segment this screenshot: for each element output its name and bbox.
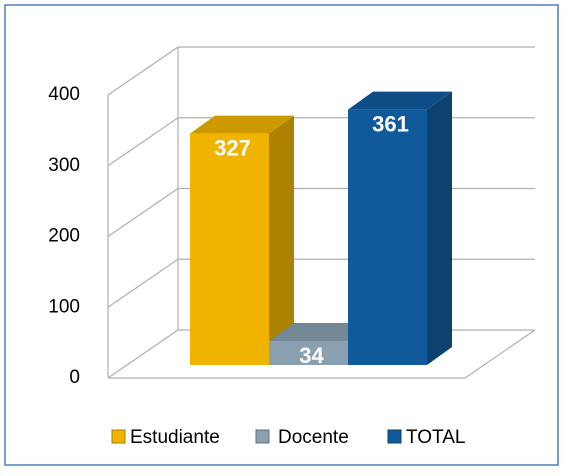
y-tick-label: 200 — [48, 226, 80, 247]
bar-front — [269, 340, 348, 365]
bar-side — [427, 91, 452, 365]
floor — [108, 329, 536, 379]
y-tick-label: 300 — [48, 155, 80, 176]
legend-swatch — [387, 429, 402, 444]
bar — [348, 91, 452, 365]
legend-label: Docente — [278, 427, 349, 448]
bar-top — [190, 115, 294, 134]
bar-side — [269, 115, 294, 366]
grid-line — [107, 46, 535, 96]
data-label: 34 — [299, 343, 324, 368]
bar-front — [190, 133, 269, 365]
y-tick-label: 0 — [69, 367, 80, 388]
legend-swatch — [255, 429, 270, 444]
legend-label: Estudiante — [130, 427, 220, 448]
bar-top — [269, 322, 373, 341]
bar-top — [348, 91, 452, 110]
data-label: 327 — [214, 135, 251, 160]
data-label: 361 — [372, 111, 409, 136]
bar — [190, 115, 294, 366]
legend-label: TOTAL — [406, 427, 465, 448]
bar-front — [348, 109, 427, 365]
legend-swatch — [111, 429, 126, 444]
y-tick-label: 100 — [48, 296, 80, 317]
y-tick-label: 400 — [48, 84, 80, 105]
